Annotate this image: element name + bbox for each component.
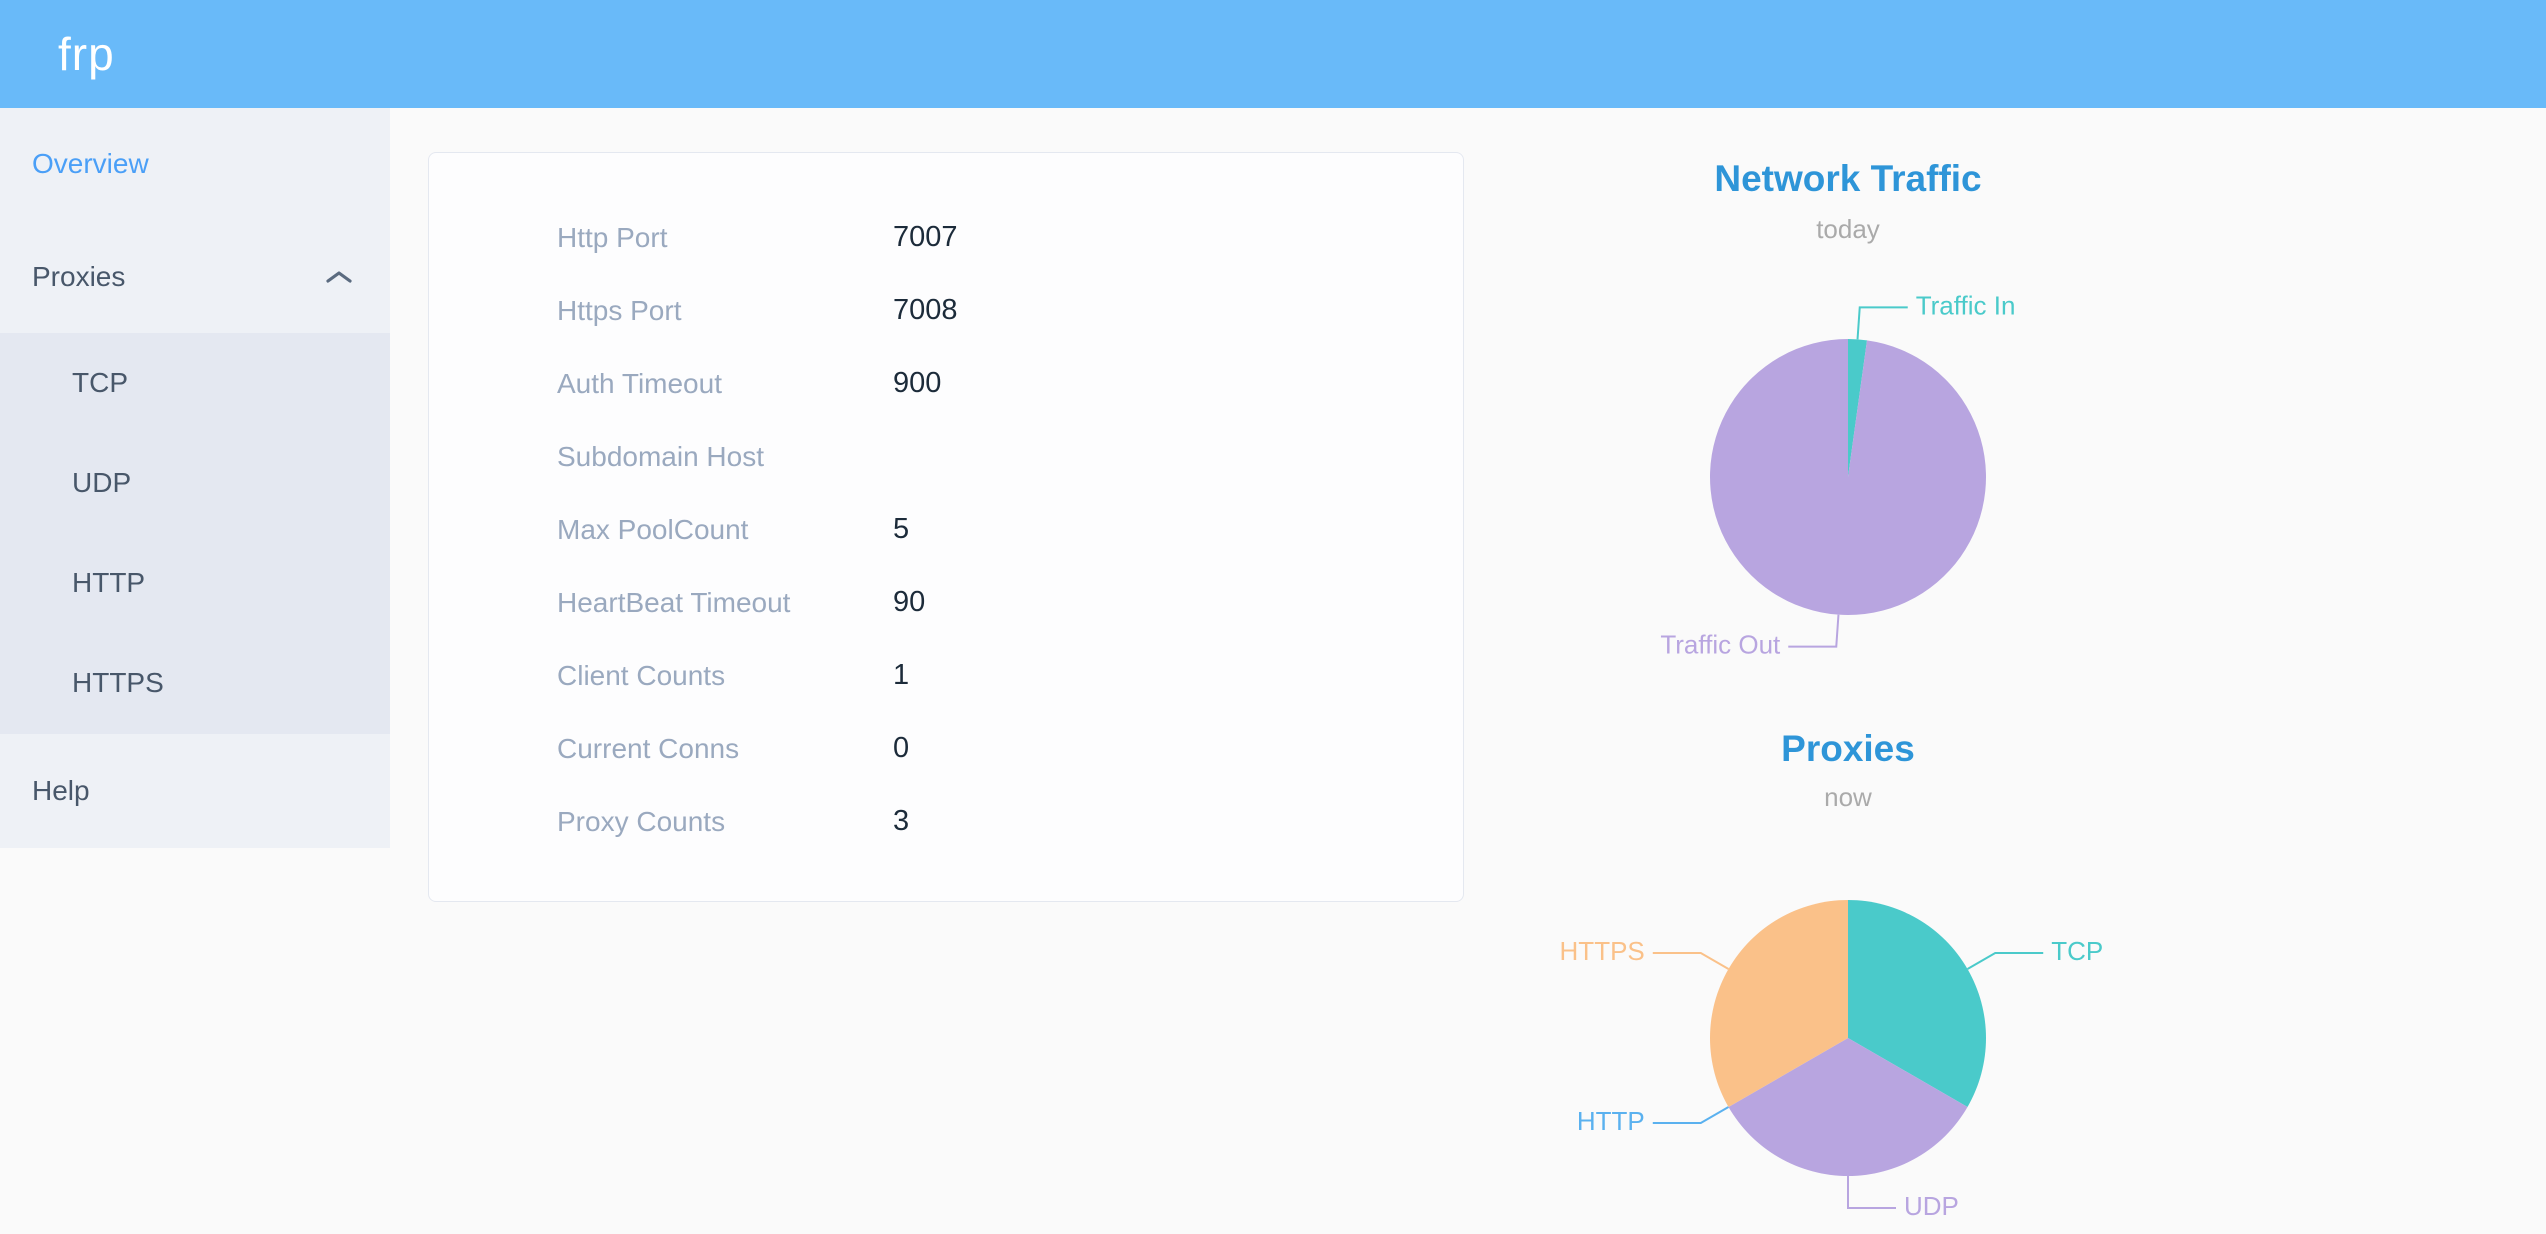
- sidebar-item-label: UDP: [72, 467, 132, 498]
- table-row: Http Port 7007: [557, 201, 1463, 274]
- sidebar-item-label: Proxies: [32, 260, 126, 292]
- row-value: 5: [893, 513, 910, 545]
- sidebar-item-label: HTTPS: [72, 667, 164, 698]
- sidebar-item-https[interactable]: HTTPS: [0, 633, 390, 733]
- row-value: 7008: [893, 294, 958, 326]
- row-value: 3: [893, 805, 910, 837]
- pie-slice-udp[interactable]: [1728, 1038, 1968, 1176]
- sidebar-item-overview[interactable]: Overview: [0, 108, 390, 220]
- sidebar-item-proxies[interactable]: Proxies: [0, 220, 390, 333]
- pie-label-line-traffic-out: [1788, 614, 1840, 648]
- row-label: Current Conns: [557, 732, 740, 764]
- overview-card: Http Port 7007 Https Port 7008 Auth Time…: [428, 152, 1464, 902]
- sidebar-submenu: TCP UDP HTTP HTTPS: [0, 333, 390, 734]
- proxies-chart-title: Proxies: [1781, 728, 1915, 769]
- row-value: 1: [893, 659, 910, 691]
- frp-logo: frp: [58, 28, 115, 80]
- row-label: Max PoolCount: [557, 513, 749, 545]
- sidebar-item-help[interactable]: Help: [0, 734, 390, 848]
- row-label: HeartBeat Timeout: [557, 586, 791, 618]
- pie-slice-traffic-in[interactable]: [1848, 339, 1868, 477]
- pie-label-traffic-in: Traffic In: [1916, 290, 2016, 320]
- table-row: Subdomain Host: [557, 420, 1463, 493]
- pie-label-traffic-out: Traffic Out: [1660, 629, 1781, 659]
- sidebar: Overview Proxies TCP UDP HTTP HTTPS Help: [0, 108, 390, 848]
- pie-slice-traffic-out[interactable]: [1710, 339, 1986, 615]
- pie-label-https: HTTPS: [1560, 936, 1645, 966]
- pie-slice-tcp[interactable]: [1848, 900, 1986, 1107]
- sidebar-item-label: TCP: [72, 367, 128, 398]
- pie-label-tcp: TCP: [2051, 936, 2103, 966]
- pie-label-udp: UDP: [1904, 1191, 1959, 1221]
- table-row: Auth Timeout 900: [557, 347, 1463, 420]
- proxies-pie-chart[interactable]: TCP UDP HTTP HTTPS: [1458, 850, 2238, 1234]
- network-traffic-chart-title: Network Traffic: [1714, 158, 1982, 199]
- sidebar-item-udp[interactable]: UDP: [0, 433, 390, 533]
- row-label: Subdomain Host: [557, 440, 765, 472]
- row-value: 900: [893, 367, 942, 399]
- pie-label-http: HTTP: [1577, 1106, 1645, 1136]
- app-header: frp: [0, 0, 2546, 108]
- sidebar-item-tcp[interactable]: TCP: [0, 333, 390, 433]
- network-traffic-chart-subtitle: today: [1816, 214, 1880, 244]
- pie-label-line-tcp: [1967, 952, 2044, 970]
- table-row: Current Conns 0: [557, 712, 1463, 785]
- sidebar-item-http[interactable]: HTTP: [0, 533, 390, 633]
- chevron-up-icon: [324, 268, 354, 286]
- row-value: 7007: [893, 221, 958, 253]
- sidebar-item-label: HTTP: [72, 567, 146, 598]
- table-row: Proxy Counts 3: [557, 785, 1463, 858]
- row-label: Proxy Counts: [557, 805, 726, 837]
- pie-label-line-traffic-in: [1856, 306, 1908, 340]
- row-label: Auth Timeout: [557, 367, 722, 399]
- pie-label-line-http: [1652, 1106, 1729, 1124]
- table-row: Https Port 7008: [557, 274, 1463, 347]
- table-row: Client Counts 1: [557, 639, 1463, 712]
- proxies-chart-subtitle: now: [1824, 782, 1872, 812]
- row-label: Https Port: [557, 294, 682, 326]
- row-value: 0: [893, 732, 910, 764]
- network-traffic-pie-chart[interactable]: Traffic In Traffic Out: [1458, 290, 2238, 710]
- row-label: Http Port: [557, 221, 668, 253]
- table-row: Max PoolCount 5: [557, 493, 1463, 566]
- pie-slice-https[interactable]: [1710, 900, 1848, 1107]
- row-value: 90: [893, 586, 926, 618]
- pie-label-line-https: [1652, 952, 1729, 970]
- sidebar-item-label: Overview: [32, 148, 149, 179]
- table-row: HeartBeat Timeout 90: [557, 566, 1463, 639]
- sidebar-item-label: Help: [32, 775, 90, 806]
- pie-label-line-udp: [1847, 1176, 1896, 1209]
- row-label: Client Counts: [557, 659, 726, 691]
